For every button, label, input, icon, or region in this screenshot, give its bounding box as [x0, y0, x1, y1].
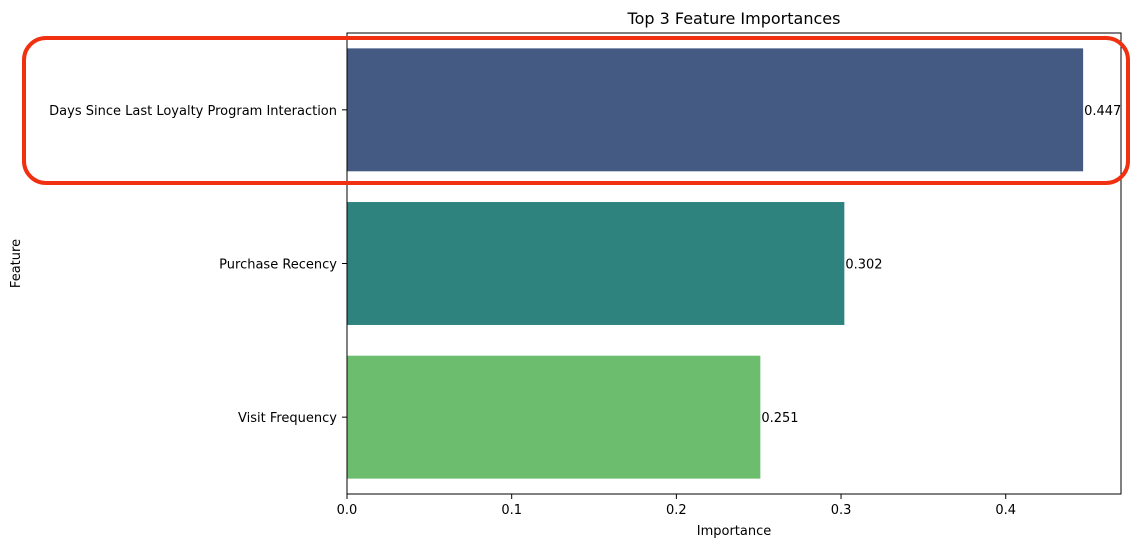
data-labels-layer: 0.447 0.302 0.251: [761, 104, 1121, 426]
y-tick-label-3: Visit Frequency: [238, 411, 337, 426]
x-ticks-layer: 0.0 0.1 0.2 0.3 0.4: [337, 494, 1016, 518]
bar-1: [347, 48, 1084, 172]
chart-title: Top 3 Feature Importances: [627, 9, 841, 28]
data-label-1: 0.447: [1084, 104, 1121, 119]
x-axis-label: Importance: [697, 524, 772, 539]
x-tick-label-5: 0.4: [995, 503, 1016, 518]
bars-layer: [347, 48, 1084, 479]
x-tick-label-4: 0.3: [831, 503, 852, 518]
y-ticks-layer: Days Since Last Loyalty Program Interact…: [49, 104, 347, 426]
y-tick-label-2: Purchase Recency: [219, 258, 337, 273]
y-axis-label: Feature: [9, 239, 24, 288]
bar-3: [347, 355, 761, 479]
x-tick-label-2: 0.1: [501, 503, 522, 518]
highlight-box: [22, 36, 1130, 185]
data-label-3: 0.251: [761, 411, 798, 426]
x-tick-label-1: 0.0: [337, 503, 358, 518]
y-tick-label-1: Days Since Last Loyalty Program Interact…: [49, 104, 337, 119]
bar-2: [347, 202, 845, 325]
x-tick-label-3: 0.2: [666, 503, 687, 518]
data-label-2: 0.302: [845, 258, 882, 273]
